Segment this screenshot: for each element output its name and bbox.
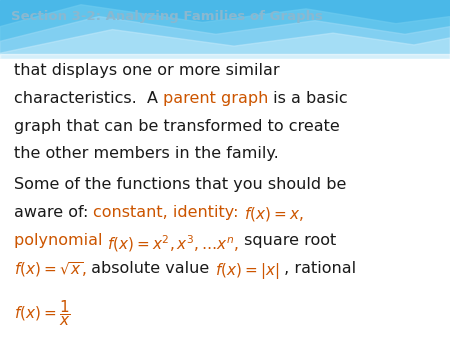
Text: Section 3-2: Analyzing Families of Graphs: Section 3-2: Analyzing Families of Graph…	[11, 10, 323, 23]
Text: $f(x) = x,$: $f(x) = x,$	[243, 205, 303, 223]
Text: polynomial: polynomial	[14, 233, 107, 248]
Text: A: A	[14, 35, 30, 50]
Text: of graphs is a group of graphs: of graphs is a group of graphs	[79, 35, 327, 50]
Text: characteristics.  A: characteristics. A	[14, 91, 162, 106]
Text: $f(x) = \dfrac{1}{x}$: $f(x) = \dfrac{1}{x}$	[14, 298, 70, 328]
Polygon shape	[0, 30, 450, 59]
Text: constant, identity:: constant, identity:	[93, 205, 243, 220]
Text: parent graph: parent graph	[162, 91, 268, 106]
Text: is a basic: is a basic	[268, 91, 347, 106]
Text: $f(x) = x^2, x^3, \ldots x^n,$: $f(x) = x^2, x^3, \ldots x^n,$	[107, 233, 239, 254]
Text: aware of:: aware of:	[14, 205, 93, 220]
Text: , rational: , rational	[279, 261, 356, 275]
Text: graph that can be transformed to create: graph that can be transformed to create	[14, 119, 339, 134]
Text: absolute value: absolute value	[86, 261, 215, 275]
Text: that displays one or more similar: that displays one or more similar	[14, 63, 279, 78]
Polygon shape	[0, 54, 450, 59]
Text: Some of the functions that you should be: Some of the functions that you should be	[14, 177, 346, 192]
Text: $f(x) = |x|$: $f(x) = |x|$	[215, 261, 279, 281]
Text: square root: square root	[239, 233, 337, 248]
Text: $f(x) = \sqrt{x},$: $f(x) = \sqrt{x},$	[14, 261, 86, 280]
Text: the other members in the family.: the other members in the family.	[14, 146, 278, 161]
Polygon shape	[0, 5, 450, 59]
Polygon shape	[0, 17, 450, 59]
Text: family: family	[30, 35, 79, 50]
